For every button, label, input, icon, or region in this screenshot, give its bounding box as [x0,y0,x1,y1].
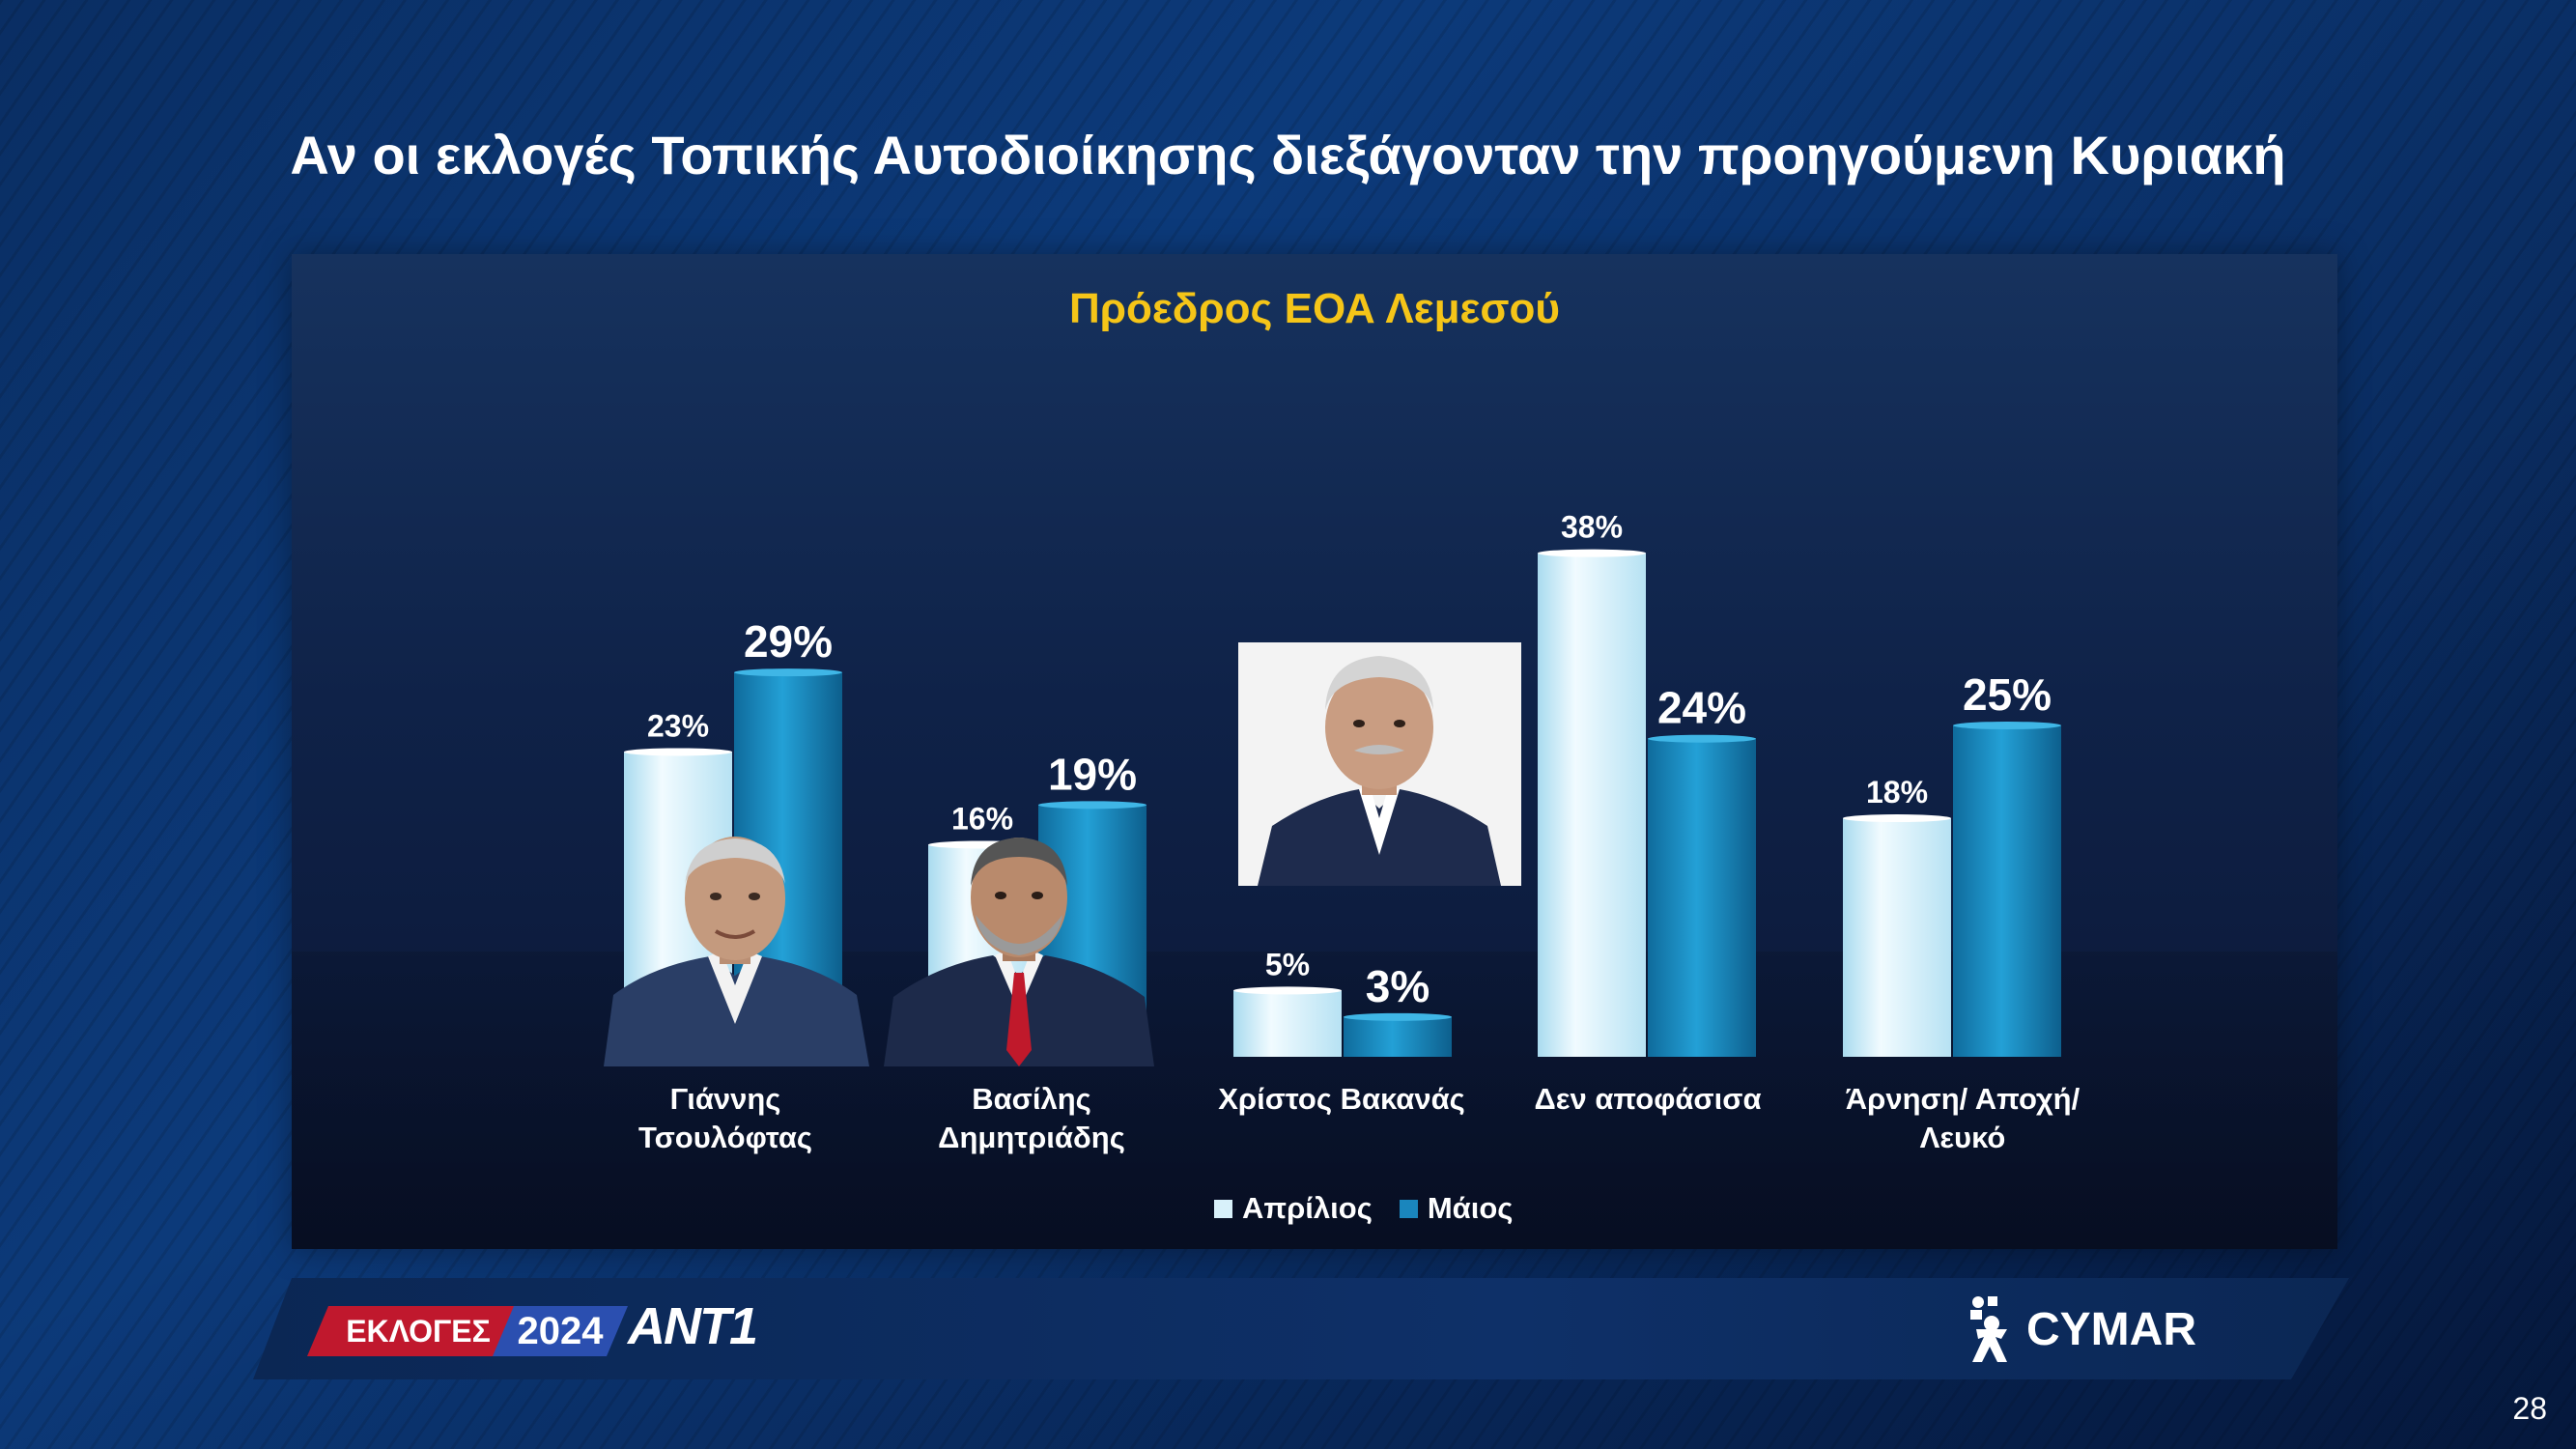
candidate-photo-vakanas [1238,642,1521,886]
category-label-2: Χρίστος Βακανάς [1197,1080,1486,1119]
slide-title: Αν οι εκλογές Τοπικής Αυτοδιοίκησης διεξ… [290,125,2286,185]
data-label-april-4: 18% [1866,775,1928,810]
bar-cap-april-2 [1233,986,1342,995]
bar-cap-april-4 [1843,814,1951,823]
pollster-name: CYMAR [2026,1303,2196,1355]
bar-may-2 [1344,1016,1452,1057]
bar-cap-may-4 [1953,722,2061,729]
bar-april-4 [1843,818,1951,1057]
legend-swatch-may [1399,1199,1418,1218]
bar-cap-april-3 [1538,549,1646,557]
bar-may-4 [1953,725,2061,1057]
data-label-may-2: 3% [1366,961,1430,1011]
bar-cap-may-1 [1038,801,1146,810]
year-badge: 2024 [493,1306,628,1356]
category-label-line: Βασίλης [972,1082,1091,1116]
data-label-april-1: 16% [951,801,1013,836]
legend-label-april: Απρίλιος [1242,1191,1373,1225]
bar-april-3 [1538,553,1646,1057]
data-label-april-2: 5% [1265,947,1310,981]
channel-logo: ANT1 [628,1297,758,1355]
category-label-line: Γιάννης [669,1082,781,1116]
bar-cap-may-2 [1344,1012,1452,1021]
candidate-photo-tsouloftas [594,831,876,1066]
bar-april-2 [1233,990,1342,1057]
chart-title: Πρόεδρος ΕΟΑ Λεμεσού [1068,285,1561,332]
page-number: 28 [2512,1391,2547,1426]
data-label-april-0: 23% [647,708,709,743]
category-label-4: Άρνηση/ Αποχή/Λευκό [1818,1080,2108,1157]
category-label-line: Τσουλόφτας [637,1121,813,1154]
category-label-0: Γιάννης Τσουλόφτας [580,1080,870,1157]
bar-cap-may-0 [734,668,842,677]
data-label-may-3: 24% [1657,683,1746,733]
pollster-logo: CYMAR [1963,1294,2196,1364]
category-label-line: Χρίστος Βακανάς [1218,1082,1465,1116]
legend-label-may: Μάιος [1427,1191,1514,1225]
legend-item-may: Μάιος [1399,1191,1514,1226]
category-label-1: Βασίλης Δημητριάδης [887,1080,1176,1157]
legend-swatch-april [1214,1199,1232,1218]
data-label-may-1: 19% [1048,749,1137,799]
category-label-line: Δεν αποφάσισα [1534,1082,1762,1116]
data-label-may-4: 25% [1963,669,2052,720]
bar-cap-april-0 [624,748,732,756]
bar-cap-may-3 [1648,734,1756,743]
legend-item-april: Απρίλιος [1214,1191,1373,1226]
chart-legend: Απρίλιος Μάιος [1214,1191,1513,1226]
category-label-line: Άρνηση/ Αποχή/ [1845,1082,2081,1116]
elections-badge: ΕΚΛΟΓΕΣ [307,1306,529,1356]
category-label-line: Λευκό [1919,1121,2006,1154]
bar-may-3 [1648,738,1756,1057]
data-label-april-3: 38% [1561,510,1623,545]
candidate-photo-dimitriadis [879,828,1159,1066]
category-label-line: Δημητριάδης [938,1121,1125,1154]
cymar-figure-icon [1970,1296,2007,1362]
data-label-may-0: 29% [744,616,833,667]
category-label-3: Δεν αποφάσισα [1503,1080,1793,1119]
